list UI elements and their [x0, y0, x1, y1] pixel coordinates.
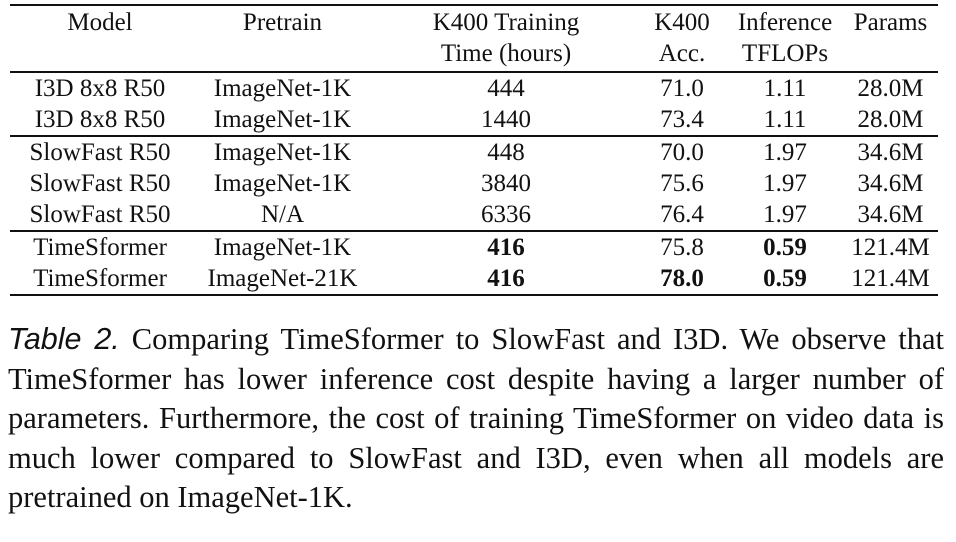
cell-pretrain: ImageNet-1K	[190, 71, 375, 104]
cell-training-time: 3840	[481, 170, 531, 197]
header-pretrain-line: Pretrain	[242, 9, 323, 36]
cell-pretrain: ImageNet-21K	[190, 263, 375, 296]
cell-tflops: 1.11	[763, 106, 807, 133]
header-accuracy-line: Acc.	[658, 40, 706, 67]
table-row: SlowFast R50 ImageNet-1K 3840 75.6 1.97 34.6M	[10, 168, 938, 199]
comparison-table: Model Pretrain K400 Training Time (hours) K4…	[10, 4, 938, 296]
cell-tflops: 1.97	[763, 170, 807, 197]
table-caption: Table 2. Comparing TimeSformer to SlowFa…	[8, 320, 944, 518]
header-training-time: K400 Training Time (hours)	[375, 4, 637, 72]
cell-model: SlowFast R50	[29, 170, 171, 197]
cell-training-time: 6336	[481, 201, 531, 228]
cell-accuracy: 71.0	[637, 71, 727, 104]
table-row: TimeSformer ImageNet-21K 416 78.0 0.59 121.4M	[10, 263, 938, 296]
cell-tflops: 1.97	[763, 201, 807, 228]
header-model: Model	[10, 4, 190, 72]
cell-params: 34.6M	[843, 135, 938, 168]
cell-tflops: 1.11	[727, 71, 843, 104]
table-row: SlowFast R50 ImageNet-1K 448 70.0 1.97 34.6M	[10, 135, 938, 168]
cell-params: 28.0M	[857, 106, 924, 133]
header-training-time-line: Time (hours)	[440, 40, 572, 67]
cell-training-time: 416	[375, 230, 637, 263]
cell-accuracy: 75.6	[660, 170, 704, 197]
header-model-line: Model	[67, 9, 133, 36]
cell-pretrain: ImageNet-1K	[190, 230, 375, 263]
cell-training-time: 444	[375, 71, 637, 104]
table-row: SlowFast R50 N/A 6336 76.4 1.97 34.6M	[10, 199, 938, 231]
header-accuracy-line: K400	[654, 9, 710, 36]
cell-training-time: 416	[375, 263, 637, 296]
table-header: Model Pretrain K400 Training Time (hours) K4…	[10, 4, 938, 72]
caption-text: Comparing TimeSformer to SlowFast and I3…	[8, 322, 944, 514]
cell-tflops: 0.59	[727, 263, 843, 296]
cell-accuracy: 78.0	[637, 263, 727, 296]
cell-model: TimeSformer	[10, 263, 190, 296]
cell-tflops: 0.59	[727, 230, 843, 263]
cell-pretrain: ImageNet-1K	[213, 106, 352, 133]
cell-params: 34.6M	[857, 170, 924, 197]
cell-model: TimeSformer	[10, 230, 190, 263]
cell-pretrain: ImageNet-1K	[213, 170, 352, 197]
cell-params: 121.4M	[843, 263, 938, 296]
header-params: Params	[843, 4, 938, 72]
cell-accuracy: 76.4	[660, 201, 704, 228]
cell-training-time: 1440	[481, 106, 531, 133]
cell-params: 28.0M	[843, 71, 938, 104]
cell-pretrain: ImageNet-1K	[190, 135, 375, 168]
header-tflops-line: TFLOPs	[741, 40, 829, 67]
cell-tflops: 1.97	[727, 135, 843, 168]
caption-label: Table 2.	[8, 322, 120, 356]
cell-model: SlowFast R50	[29, 201, 171, 228]
table-row: I3D 8x8 R50 ImageNet-1K 1440 73.4 1.11 28.0M	[10, 104, 938, 136]
header-tflops-line: Inference	[737, 9, 833, 36]
row-group: I3D 8x8 R50 ImageNet-1K 444 71.0 1.11 28.0M I3…	[10, 71, 938, 136]
cell-model: SlowFast R50	[10, 135, 190, 168]
header-params-line: Params	[853, 9, 928, 36]
cell-training-time: 448	[375, 135, 637, 168]
header-pretrain: Pretrain	[190, 4, 375, 72]
header-training-time-line: K400 Training	[432, 9, 580, 36]
cell-params: 34.6M	[857, 201, 924, 228]
cell-accuracy: 75.8	[637, 230, 727, 263]
row-group: SlowFast R50 ImageNet-1K 448 70.0 1.97 34.6M S…	[10, 135, 938, 231]
results-table-container: Model Pretrain K400 Training Time (hours) K4…	[10, 4, 938, 296]
table-row: TimeSformer ImageNet-1K 416 75.8 0.59 121.4M	[10, 230, 938, 263]
cell-accuracy: 73.4	[660, 106, 704, 133]
table-row: I3D 8x8 R50 ImageNet-1K 444 71.0 1.11 28.0M	[10, 71, 938, 104]
header-tflops: Inference TFLOPs	[727, 4, 843, 72]
cell-params: 121.4M	[843, 230, 938, 263]
cell-model: I3D 8x8 R50	[34, 106, 166, 133]
cell-model: I3D 8x8 R50	[10, 71, 190, 104]
cell-accuracy: 70.0	[637, 135, 727, 168]
header-row: Model Pretrain K400 Training Time (hours) K4…	[10, 4, 938, 72]
cell-pretrain: N/A	[260, 201, 305, 228]
row-group: TimeSformer ImageNet-1K 416 75.8 0.59 121.4M T…	[10, 230, 938, 296]
header-accuracy: K400 Acc.	[637, 4, 727, 72]
